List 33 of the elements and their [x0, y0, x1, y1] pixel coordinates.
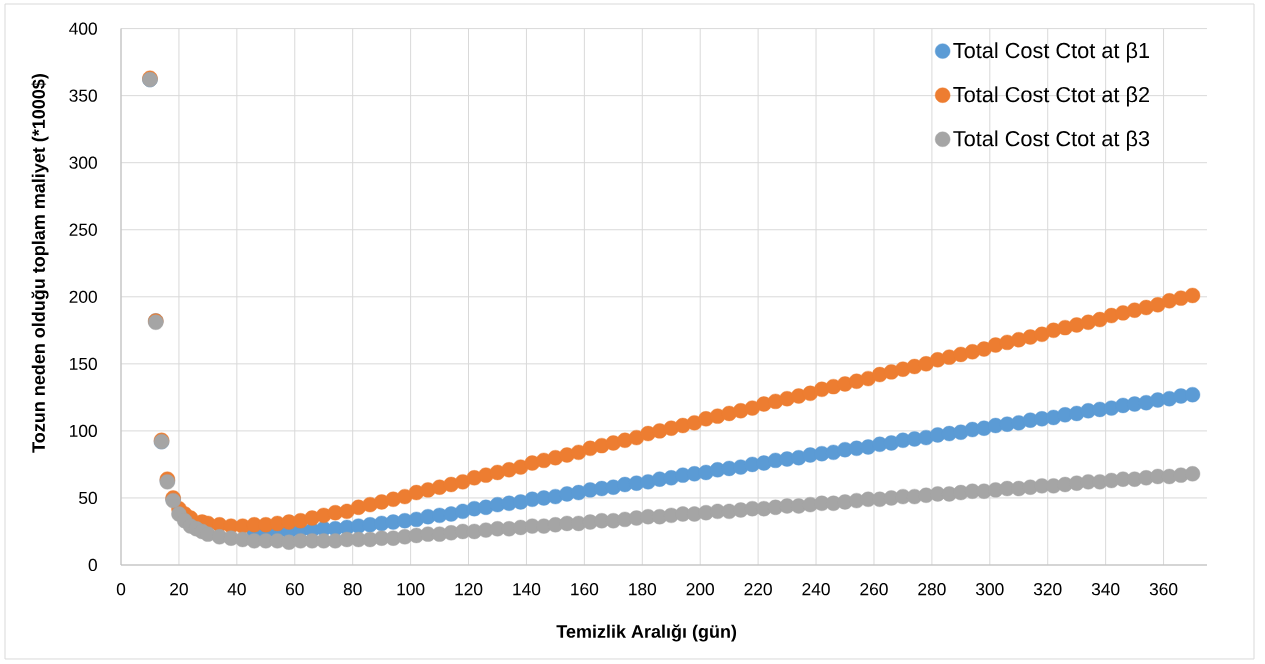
y-tick-label: 150 — [70, 357, 97, 370]
x-tick-label: 240 — [802, 583, 830, 596]
x-tick-label: 0 — [116, 583, 126, 596]
x-tick-label: 60 — [286, 583, 304, 596]
legend-label: Total Cost Ctot at β2 — [953, 86, 1149, 107]
x-tick-label: 180 — [629, 583, 657, 596]
x-tick-label: 40 — [227, 583, 246, 596]
x-tick-label: 340 — [1091, 583, 1120, 596]
legend-label: Total Cost Ctot at β3 — [953, 130, 1150, 151]
y-tick-label: 300 — [69, 156, 97, 169]
y-tick-label: 100 — [70, 424, 97, 438]
y-tick-label: 200 — [69, 290, 97, 303]
x-tick-label: 160 — [571, 583, 599, 596]
x-tick-label: 120 — [455, 583, 483, 596]
x-tick-label: 360 — [1149, 583, 1178, 596]
y-tick-label: 0 — [88, 558, 97, 572]
x-tick-label: 20 — [170, 583, 188, 596]
x-axis-title: Temizlik Aralığı (gün) — [556, 624, 737, 642]
legend-label: Total Cost Ctot at β1 — [953, 42, 1150, 63]
x-tick-label: 80 — [343, 583, 362, 596]
y-tick-label: 50 — [79, 491, 97, 505]
x-tick-label: 260 — [860, 583, 888, 596]
y-tick-label: 250 — [69, 223, 97, 236]
y-axis-title: Tozun neden olduğu toplam maliyet (*1000$) — [31, 74, 49, 453]
y-tick-label: 400 — [69, 22, 97, 35]
x-tick-label: 140 — [513, 583, 541, 596]
x-tick-label: 100 — [397, 583, 425, 596]
x-tick-label: 300 — [976, 583, 1004, 596]
x-tick-label: 320 — [1033, 583, 1062, 596]
x-tick-label: 200 — [686, 583, 714, 596]
x-tick-label: 220 — [744, 583, 772, 596]
x-tick-label: 280 — [918, 583, 946, 596]
y-tick-label: 350 — [69, 89, 97, 102]
